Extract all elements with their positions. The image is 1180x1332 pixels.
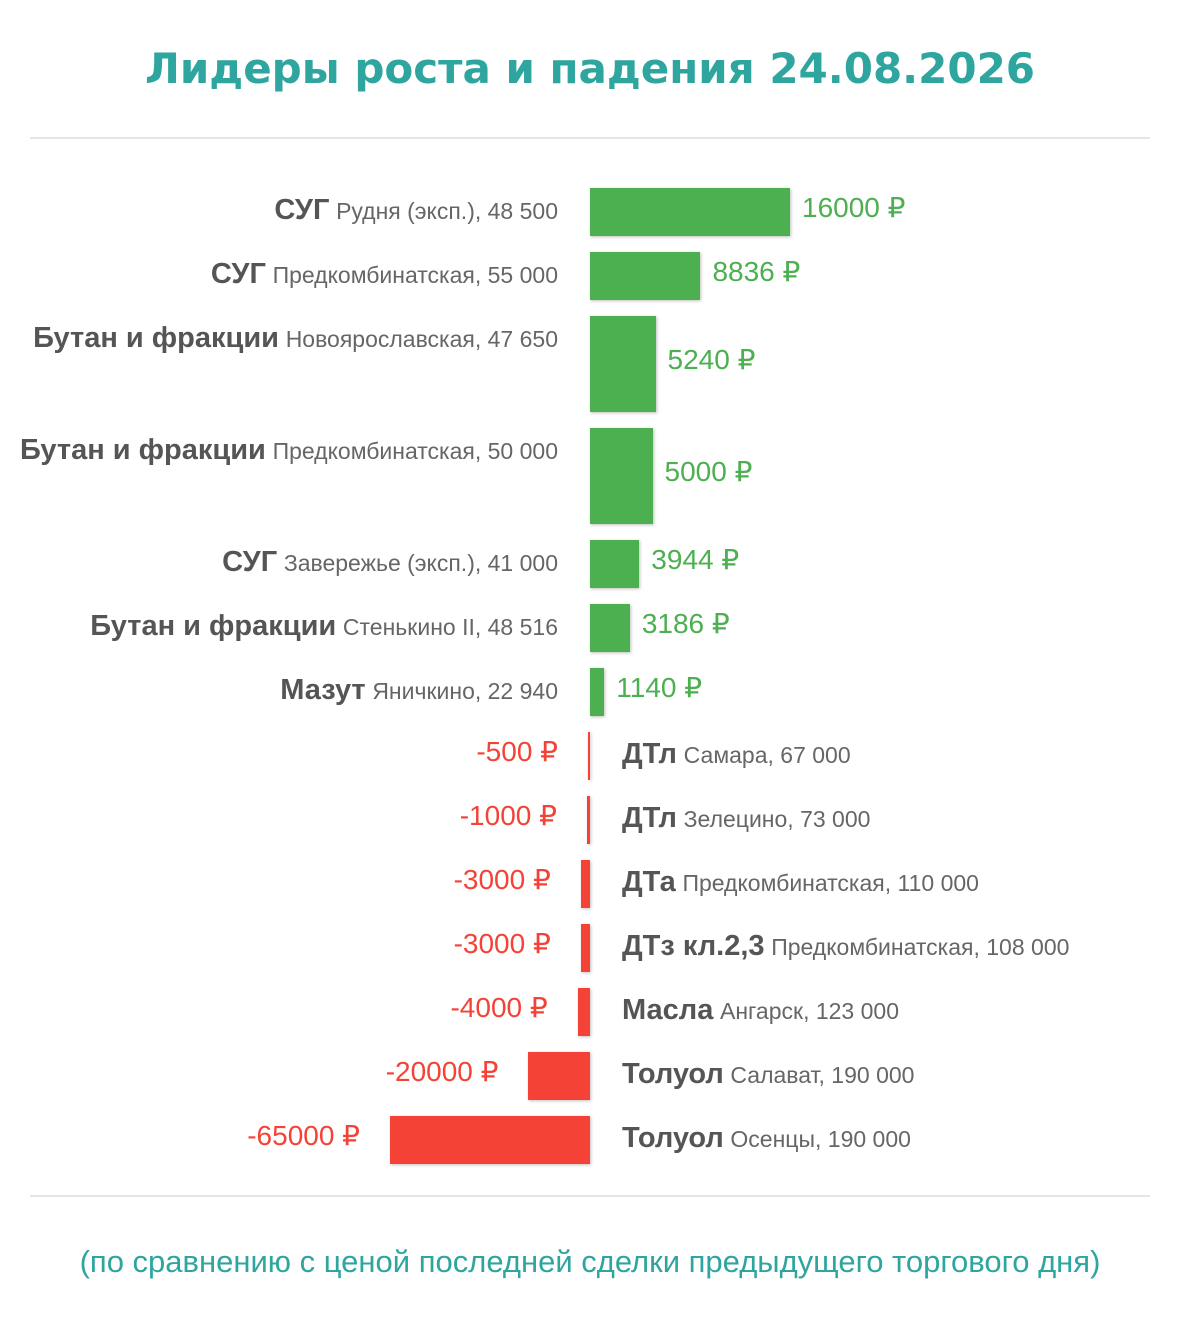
bar-value-label: 3944 ₽ bbox=[651, 544, 740, 575]
location-volume: Предкомбинатская, 50 000 bbox=[272, 438, 558, 464]
bar bbox=[590, 604, 630, 652]
bar bbox=[590, 428, 653, 524]
category-label: Толуол Осенцы, 190 000 bbox=[622, 1114, 911, 1164]
location-volume: Зелецино, 73 000 bbox=[683, 806, 871, 832]
category-label: СУГ Рудня (эксп.), 48 500 bbox=[274, 186, 558, 236]
bar-value-label: -65000 ₽ bbox=[247, 1120, 360, 1151]
bar-value-label: -3000 ₽ bbox=[453, 928, 551, 959]
location-volume: Яничкино, 22 940 bbox=[372, 678, 558, 704]
product-name: Мазут bbox=[280, 674, 366, 706]
category-label: Бутан и фракции Предкомбинатская, 50 000 bbox=[18, 426, 558, 476]
product-name: Бутан и фракции bbox=[90, 610, 337, 642]
product-name: Бутан и фракции bbox=[19, 434, 266, 466]
bar-value-label: -500 ₽ bbox=[476, 736, 558, 767]
category-label: ДТл Зелецино, 73 000 bbox=[622, 794, 870, 844]
category-label: ДТз кл.2,3 Предкомбинатская, 108 000 bbox=[622, 922, 1069, 972]
location-volume: Рудня (эксп.), 48 500 bbox=[336, 198, 558, 224]
location-volume: Самара, 67 000 bbox=[683, 742, 851, 768]
footnote: (по сравнению с ценой последней сделки п… bbox=[79, 1244, 1101, 1279]
bar bbox=[590, 316, 656, 412]
bar-value-label: 3186 ₽ bbox=[641, 608, 730, 639]
location-volume: Завережье (эксп.), 41 000 bbox=[283, 550, 558, 576]
product-name: ДТз кл.2,3 bbox=[622, 930, 765, 962]
bar bbox=[580, 924, 590, 972]
bar bbox=[580, 860, 590, 908]
top-divider bbox=[30, 137, 1150, 139]
bar bbox=[588, 732, 590, 780]
chart-title: Лидеры роста и падения 24.08.2026 bbox=[144, 44, 1036, 93]
bar-value-label: -4000 ₽ bbox=[450, 992, 548, 1023]
category-label: Толуол Салават, 190 000 bbox=[622, 1050, 914, 1100]
location-volume: Ангарск, 123 000 bbox=[720, 998, 899, 1024]
category-label: Масла Ангарск, 123 000 bbox=[622, 986, 899, 1036]
product-name: Толуол bbox=[622, 1122, 724, 1154]
bar bbox=[586, 796, 590, 844]
bottom-divider bbox=[30, 1195, 1150, 1197]
product-name: СУГ bbox=[222, 546, 278, 578]
location-volume: Предкомбинатская, 110 000 bbox=[682, 870, 979, 896]
category-label: ДТа Предкомбинатская, 110 000 bbox=[622, 858, 979, 908]
location-volume: Предкомбинатская, 55 000 bbox=[272, 262, 558, 288]
location-volume: Салават, 190 000 bbox=[730, 1062, 915, 1088]
bar bbox=[390, 1116, 590, 1164]
bar-value-label: -1000 ₽ bbox=[459, 800, 557, 831]
product-name: ДТл bbox=[622, 738, 677, 770]
product-name: ДТл bbox=[622, 802, 677, 834]
bar-value-label: 1140 ₽ bbox=[616, 672, 703, 703]
product-name: Масла bbox=[622, 994, 714, 1026]
product-name: СУГ bbox=[210, 258, 266, 290]
bar-value-label: -3000 ₽ bbox=[453, 864, 551, 895]
product-name: Бутан и фракции bbox=[33, 322, 280, 354]
bar-value-label: 8836 ₽ bbox=[712, 256, 801, 287]
location-volume: Предкомбинатская, 108 000 bbox=[771, 934, 1070, 960]
bar-value-label: 5000 ₽ bbox=[664, 456, 753, 487]
bar bbox=[528, 1052, 590, 1100]
bar bbox=[590, 540, 640, 588]
location-volume: Новоярославская, 47 650 bbox=[285, 326, 558, 352]
bar bbox=[590, 252, 701, 300]
product-name: Толуол bbox=[622, 1058, 724, 1090]
category-label: Мазут Яничкино, 22 940 bbox=[280, 666, 558, 716]
bar bbox=[577, 988, 590, 1036]
product-name: ДТа bbox=[622, 866, 676, 898]
category-label: Бутан и фракции Новоярославская, 47 650 bbox=[18, 314, 558, 364]
bar-value-label: 5240 ₽ bbox=[667, 344, 756, 375]
category-label: СУГ Завережье (эксп.), 41 000 bbox=[222, 538, 558, 588]
bar bbox=[590, 188, 790, 236]
location-volume: Осенцы, 190 000 bbox=[730, 1126, 911, 1152]
location-volume: Стенькино II, 48 516 bbox=[342, 614, 558, 640]
product-name: СУГ bbox=[274, 194, 330, 226]
category-label: ДТл Самара, 67 000 bbox=[622, 730, 851, 780]
bar-value-label: 16000 ₽ bbox=[802, 192, 906, 223]
bar bbox=[590, 668, 605, 716]
bar-value-label: -20000 ₽ bbox=[385, 1056, 499, 1087]
category-label: СУГ Предкомбинатская, 55 000 bbox=[211, 250, 558, 300]
category-label: Бутан и фракции Стенькино II, 48 516 bbox=[90, 602, 558, 652]
